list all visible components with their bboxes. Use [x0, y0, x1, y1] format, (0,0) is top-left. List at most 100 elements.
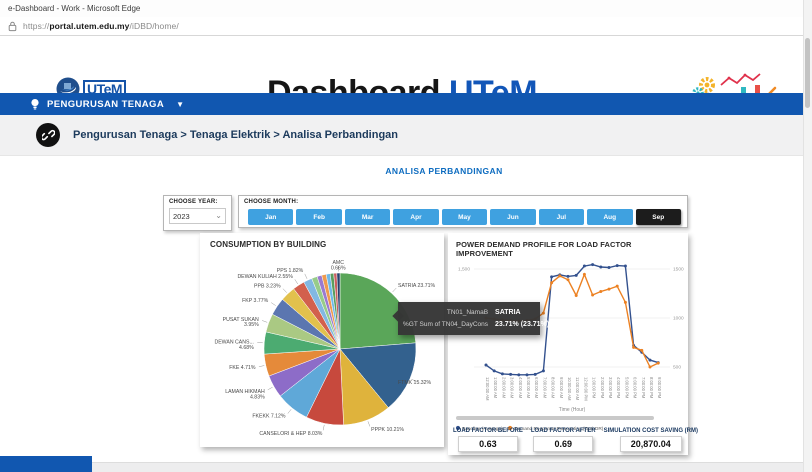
- x-axis-tick: 6:00:00 PM: [633, 377, 638, 399]
- lock-icon: [8, 21, 17, 31]
- month-button-feb[interactable]: Feb: [296, 209, 342, 225]
- month-button-jul[interactable]: Jul: [538, 209, 585, 225]
- breadcrumb[interactable]: Pengurusan Tenaga > Tenaga Elektrik > An…: [73, 129, 399, 141]
- pie-label: PPS 1.82%: [277, 268, 304, 274]
- choose-year-label: CHOOSE YEAR:: [169, 199, 218, 205]
- pie-chart-svg[interactable]: SATRIA 23.71% FTMK 15.32% PPPK 10.21% CANSE…: [200, 249, 444, 445]
- tooltip-measure-label: %GT Sum of TN04_DayCons: [403, 321, 489, 328]
- y-axis-right-tick: 1000: [673, 316, 684, 322]
- pie-label: DEWAN CANS... 4.68%: [214, 340, 254, 351]
- choose-month-panel: CHOOSE MONTH: Jan Feb Mar Apr May Jun Jul Aug Se…: [238, 195, 688, 228]
- stat-item-0: LOAD FACTOR BEFORE 0.63: [453, 428, 523, 452]
- stat-label: SIMULATION COST SAVING (RM): [603, 428, 699, 434]
- window-titlebar: e-Dashboard - Work - Microsoft Edge: [0, 0, 804, 18]
- stat-label: LOAD FACTOR BEFORE: [453, 428, 523, 434]
- x-axis-tick: 4:00:00 PM: [616, 377, 621, 399]
- page-header: UTeM اونيۏرسيتي تيكنيكل مليسيا ملاك UNIV…: [0, 36, 804, 127]
- x-axis-tick: 7:00:00 AM: [542, 377, 547, 399]
- pie-label: FKEKK 7.12%: [252, 414, 286, 420]
- x-axis-tick: 6:00:00 AM: [534, 377, 539, 399]
- x-axis-tick: 8:00:00 PM: [649, 377, 654, 399]
- stat-item-1: LOAD FACTOR AFTER 0.69: [531, 428, 596, 452]
- pie-label: FKE 4.71%: [229, 365, 256, 371]
- nav-menu-pengurusan-tenaga[interactable]: PENGURUSAN TENAGA: [47, 98, 165, 110]
- pie-label: LAMAN HIKMAH 4.83%: [225, 389, 265, 400]
- pie-label: PPB 3.23%: [254, 284, 281, 290]
- month-button-may[interactable]: May: [441, 209, 488, 225]
- stat-item-2: SIMULATION COST SAVING (RM) 20,870.04: [604, 428, 698, 452]
- power-demand-profile-card: POWER DEMAND PROFILE FOR LOAD FACTOR IMP…: [448, 233, 698, 455]
- year-select[interactable]: 2023 ⌄: [169, 208, 226, 224]
- pie-label: PPPK 10.21%: [371, 427, 404, 433]
- window-title: e-Dashboard - Work - Microsoft Edge: [8, 4, 141, 13]
- main-navbar: PENGURUSAN TENAGA ▼: [0, 93, 804, 115]
- pie-label: FTMK 15.32%: [398, 380, 432, 386]
- pie-label: SATRIA 23.71%: [398, 283, 435, 289]
- url-path: /iDBD/home/: [129, 21, 179, 31]
- month-button-mar[interactable]: Mar: [344, 209, 391, 225]
- legend-item-0[interactable]: Baseline (Average): [462, 426, 503, 432]
- x-axis-tick: 5:00:00 AM: [526, 377, 531, 399]
- x-axis-tick: 4:00:00 AM: [518, 377, 523, 399]
- x-axis-tick: 2:00:00 AM: [501, 377, 506, 399]
- lightbulb-icon: [31, 98, 39, 109]
- pie-label: AMC 0.66%: [331, 260, 346, 271]
- url-scheme: https://: [23, 21, 50, 31]
- x-axis-title: Time (Hour): [559, 407, 586, 413]
- x-axis-tick: 10:00:00 AM: [567, 377, 572, 401]
- pie-slice-ftmk[interactable]: [339, 342, 417, 409]
- page-title: ANALISA PERBANDINGAN: [385, 166, 503, 176]
- x-axis-tick: 8:00:00 AM: [551, 377, 556, 399]
- chart-horizontal-scrollbar[interactable]: [456, 416, 654, 420]
- month-button-jun[interactable]: Jun: [490, 209, 536, 225]
- legend-item-1[interactable]: Demand Response Forecasting (Opti-DR): [514, 426, 604, 432]
- y-axis-right-tick: 500: [673, 365, 681, 371]
- url-text[interactable]: https://portal.utem.edu.my/iDBD/home/: [23, 21, 179, 31]
- pie-label: CANSELORI & HEP 8.03%: [259, 431, 322, 437]
- pie-label: PUSAT SUKAN 3.95%: [223, 317, 260, 328]
- x-axis-tick: 1:00:00 AM: [493, 377, 498, 399]
- x-axis-tick: 5:00:00 PM: [624, 377, 629, 399]
- link-icon: [36, 123, 60, 147]
- chart-tooltip: TN01_NamaB SATRIA %GT Sum of TN04_DayCon…: [398, 302, 549, 335]
- month-button-jan[interactable]: Jan: [248, 209, 294, 225]
- tooltip-measure-value: 23.71% (23.71%): [495, 321, 550, 328]
- series-line-0[interactable]: [485, 263, 659, 376]
- pie-label: DEWAN KULIAH 2.55%: [237, 274, 293, 280]
- x-axis-tick: 12:00:00 PM: [583, 377, 588, 401]
- stat-value-box: 0.63: [457, 436, 518, 452]
- month-button-aug[interactable]: Aug: [587, 209, 633, 225]
- pie-slice-amc[interactable]: [336, 272, 341, 350]
- x-axis-tick: 7:00:00 PM: [641, 377, 646, 399]
- address-bar[interactable]: https://portal.utem.edu.my/iDBD/home/: [0, 17, 804, 36]
- url-host: portal.utem.edu.my: [49, 21, 130, 31]
- stat-label: LOAD FACTOR AFTER: [530, 428, 596, 434]
- x-axis-tick: 1:00:00 PM: [592, 377, 597, 399]
- x-axis-tick: 2:00:00 PM: [600, 377, 605, 399]
- footer-blue-bar: [0, 456, 92, 472]
- y-axis-right-tick: 1500: [673, 267, 684, 273]
- stat-value-box: 20,870.04: [619, 436, 682, 452]
- breadcrumb-bar: Pengurusan Tenaga > Tenaga Elektrik > An…: [0, 115, 804, 156]
- consumption-by-building-card: CONSUMPTION BY BUILDING SATRIA 23.71% FTM…: [200, 233, 444, 447]
- month-button-apr[interactable]: Apr: [393, 209, 439, 225]
- x-axis-tick: 12:00:00 AM: [485, 377, 490, 401]
- month-buttons-row: Jan Feb Mar Apr May Jun Jul Aug Sep: [248, 209, 681, 225]
- chevron-down-icon: ⌄: [215, 211, 222, 220]
- x-axis-tick: 9:00:00 AM: [559, 377, 564, 399]
- x-axis-tick: 11:00:00 AM: [575, 377, 580, 401]
- x-axis-tick: 9:00:00 PM: [657, 377, 662, 399]
- choose-month-label: CHOOSE MONTH:: [244, 199, 299, 205]
- pie-chart-title: CONSUMPTION BY BUILDING: [210, 240, 327, 249]
- chevron-down-icon[interactable]: ▼: [176, 99, 185, 109]
- month-button-sep[interactable]: Sep: [635, 209, 681, 225]
- choose-year-panel: CHOOSE YEAR: 2023 ⌄: [163, 195, 232, 231]
- scrollbar-thumb[interactable]: [805, 38, 810, 108]
- tooltip-field-value: SATRIA: [495, 309, 521, 316]
- line-chart-title: POWER DEMAND PROFILE FOR LOAD FACTOR IMP…: [456, 240, 632, 258]
- vertical-scrollbar[interactable]: [803, 0, 812, 472]
- stats-row: LOAD FACTOR BEFORE 0.63 LOAD FACTOR AFTER 0…: [453, 428, 698, 452]
- page-bottom-strip: [0, 462, 804, 472]
